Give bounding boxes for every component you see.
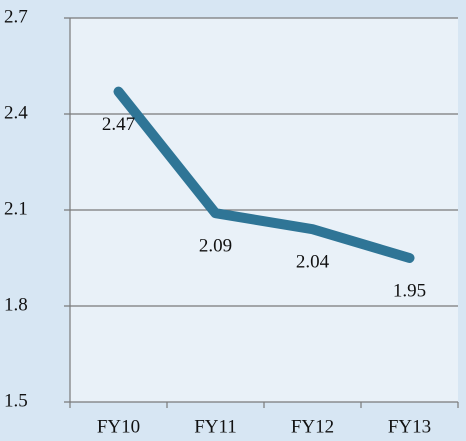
x-tick-label: FY11: [194, 416, 237, 437]
x-tick-label: FY10: [97, 416, 140, 437]
y-tick-label: 2.7: [4, 6, 28, 27]
data-label: 2.47: [102, 114, 135, 135]
line: [113, 86, 415, 263]
data-label: 1.95: [393, 280, 426, 301]
y-tick-label: 2.1: [4, 198, 28, 219]
data-label: 2.04: [296, 252, 330, 273]
y-tick-label: 1.5: [4, 390, 28, 411]
x-tick-label: FY13: [388, 416, 431, 437]
y-tick-label: 2.4: [4, 102, 28, 123]
data-label: 2.09: [199, 236, 232, 257]
x-tick-label: FY12: [291, 416, 334, 437]
y-tick-label: 1.8: [4, 294, 28, 315]
